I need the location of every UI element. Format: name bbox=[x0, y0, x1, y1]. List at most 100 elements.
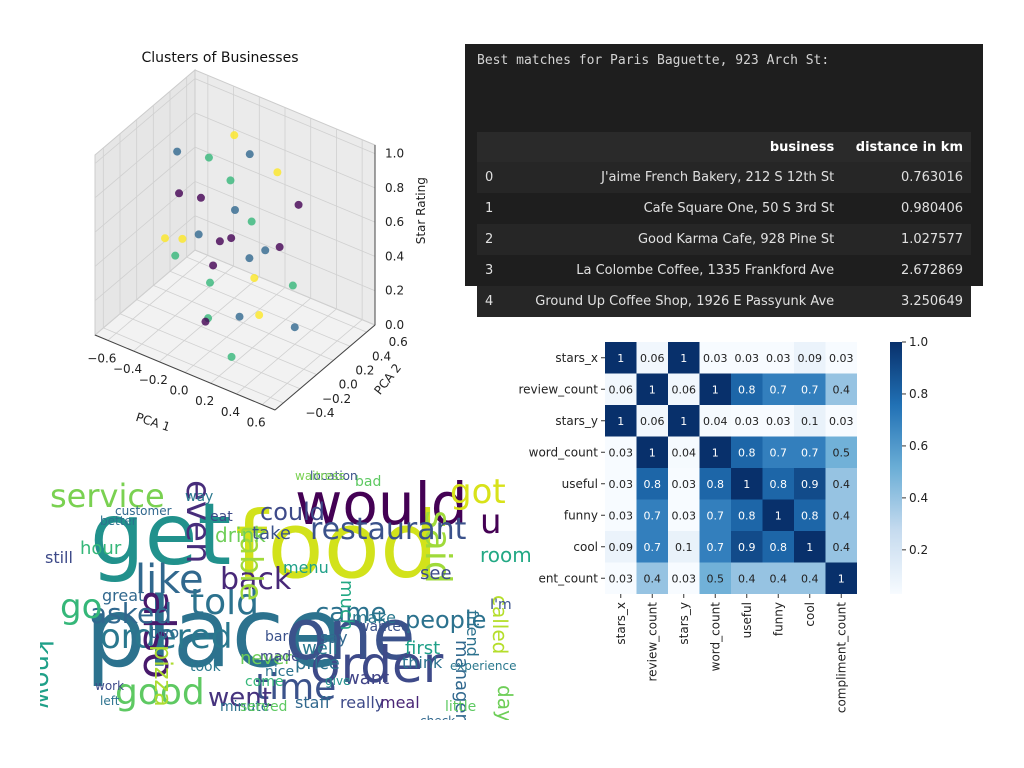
heatmap-cell bbox=[825, 342, 857, 374]
heatmap-cell bbox=[636, 531, 668, 563]
word-cloud-word: took bbox=[190, 659, 221, 675]
cell-value-label: 1 bbox=[712, 446, 719, 459]
cell-value-label: 0.1 bbox=[675, 541, 693, 554]
cell-value-label: 0.7 bbox=[707, 509, 725, 522]
scatter-point bbox=[294, 200, 303, 209]
table-row: 2 Good Karma Cafe, 928 Pine St 1.027577 bbox=[477, 224, 971, 255]
z-tick-label: 0.6 bbox=[385, 215, 404, 229]
word-cloud-word: bar bbox=[265, 629, 289, 645]
cell-value-label: 0.4 bbox=[833, 383, 851, 396]
heatmap-cell bbox=[605, 342, 637, 374]
heatmap-cell bbox=[636, 468, 668, 500]
word-cloud-word: two bbox=[150, 623, 180, 642]
word-cloud-word: room bbox=[480, 543, 530, 567]
cell-value-label: 0.06 bbox=[609, 383, 634, 396]
scatter-point bbox=[206, 278, 214, 287]
word-cloud-word: experience bbox=[450, 659, 517, 673]
x-tick-label: −0.6 bbox=[87, 351, 116, 365]
scatter-point bbox=[250, 274, 259, 283]
row-label: word_count bbox=[529, 445, 599, 459]
heatmap-cell bbox=[731, 468, 763, 500]
word-cloud-word: could bbox=[260, 498, 325, 526]
heatmap-cell bbox=[794, 531, 826, 563]
heatmap-cell bbox=[731, 373, 763, 405]
cell-value-label: 1 bbox=[712, 383, 719, 396]
word-cloud-word: order bbox=[310, 636, 444, 694]
word-cloud-word: menu bbox=[283, 558, 329, 577]
heatmap-cell bbox=[762, 531, 794, 563]
y-tick-label: 0.0 bbox=[339, 378, 358, 392]
word-cloud-word: never bbox=[240, 648, 292, 669]
heatmap-cell bbox=[762, 468, 794, 500]
word-cloud-word: asked bbox=[90, 597, 172, 630]
scatter-point bbox=[255, 311, 264, 320]
word-cloud-word: give bbox=[325, 674, 351, 688]
word-cloud-word: meal bbox=[380, 693, 420, 712]
scatter-point bbox=[196, 193, 205, 202]
column-header-business: business bbox=[513, 132, 843, 162]
scatter-point bbox=[230, 131, 239, 140]
heatmap-cell bbox=[762, 436, 794, 468]
row-business: La Colombe Coffee, 1335 Frankford Ave bbox=[513, 255, 843, 286]
cell-value-label: 0.09 bbox=[609, 541, 634, 554]
heatmap-cell bbox=[605, 405, 637, 437]
cluster-scatter-chart: Clusters of Businesses −0.6 −0.4 −0.2 0.0 0.… bbox=[40, 40, 480, 450]
grid-line bbox=[94, 146, 376, 233]
points-layer bbox=[161, 131, 303, 361]
row-distance: 3.250649 bbox=[842, 286, 971, 317]
cell-value-label: 0.4 bbox=[770, 572, 788, 585]
scatter-point bbox=[247, 217, 256, 226]
heatmap-cell bbox=[699, 562, 731, 594]
heatmap-cell bbox=[636, 405, 668, 437]
x-tick-label: 0.6 bbox=[247, 416, 266, 430]
word-cloud-word: ordered bbox=[100, 617, 233, 657]
scatter-point bbox=[261, 246, 270, 255]
heatmap-cell bbox=[731, 499, 763, 531]
heatmap-cell bbox=[605, 499, 637, 531]
colorbar-tick-label: 0.4 bbox=[909, 491, 928, 505]
column-header-distance: distance in km bbox=[842, 132, 971, 162]
cell-value-label: 0.03 bbox=[703, 352, 728, 365]
cell-value-label: 0.03 bbox=[609, 572, 634, 585]
heatmap-cell bbox=[668, 468, 700, 500]
heatmap-cell bbox=[668, 562, 700, 594]
word-cloud-word: day bbox=[493, 685, 517, 720]
z-tick-label: 0.0 bbox=[385, 318, 404, 332]
table-row: 0 J'aime French Bakery, 212 S 12th St 0.… bbox=[477, 162, 971, 193]
word-cloud-word: check bbox=[420, 715, 455, 720]
cell-value-label: 0.7 bbox=[801, 383, 819, 396]
cell-value-label: 0.8 bbox=[738, 509, 756, 522]
cell-value-label: 1 bbox=[775, 509, 782, 522]
table-row: 4 Ground Up Coffee Shop, 1926 E Passyunk… bbox=[477, 286, 971, 317]
heatmap-cell bbox=[794, 373, 826, 405]
y-tick-label: −0.4 bbox=[305, 406, 334, 420]
row-index: 0 bbox=[477, 162, 513, 193]
cell-value-label: 0.7 bbox=[770, 383, 788, 396]
word-cloud-word: go bbox=[60, 587, 103, 627]
cell-value-label: 1 bbox=[838, 572, 845, 585]
cell-value-label: 1 bbox=[617, 352, 624, 365]
heatmap-cell bbox=[825, 562, 857, 594]
cell-value-label: 0.5 bbox=[707, 572, 725, 585]
cell-value-label: 0.7 bbox=[801, 446, 819, 459]
heatmap-cell bbox=[762, 499, 794, 531]
row-label: useful bbox=[562, 477, 598, 491]
col-label: cool bbox=[803, 602, 817, 627]
heatmap-cell bbox=[699, 531, 731, 563]
cell-value-label: 1 bbox=[680, 415, 687, 428]
heatmap-cell bbox=[699, 499, 731, 531]
column-header-index bbox=[477, 132, 513, 162]
word-cloud-word: first bbox=[405, 638, 441, 659]
col-label: stars_x bbox=[614, 602, 628, 645]
word-cloud-word: come bbox=[245, 674, 284, 690]
colorbar bbox=[890, 342, 902, 594]
heatmap-cell bbox=[699, 342, 731, 374]
word-cloud-word: like bbox=[135, 557, 204, 603]
cell-value-label: 1 bbox=[743, 478, 750, 491]
cell-value-label: 0.03 bbox=[672, 509, 697, 522]
scatter-point bbox=[209, 261, 218, 270]
cell-value-label: 0.06 bbox=[672, 383, 697, 396]
heatmap-cell bbox=[731, 342, 763, 374]
x-tick-label: 0.2 bbox=[195, 394, 214, 408]
heatmap-cell bbox=[794, 468, 826, 500]
